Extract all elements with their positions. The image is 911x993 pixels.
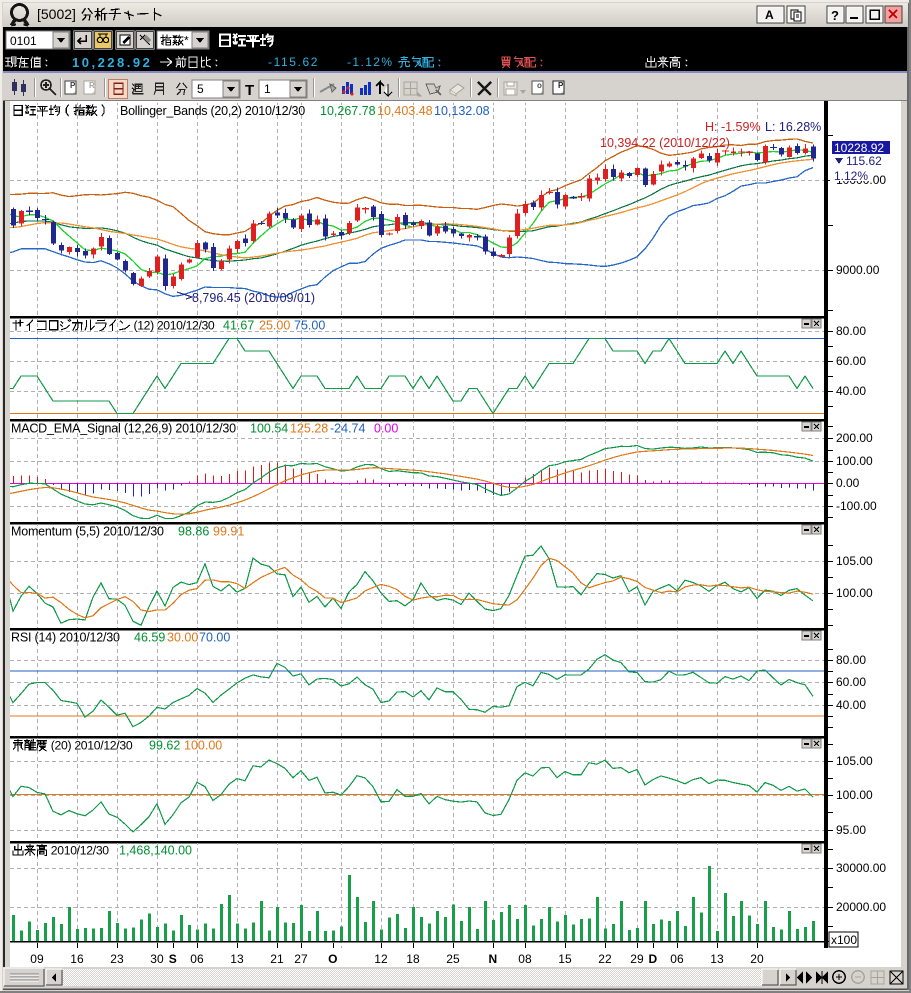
svg-text:21: 21	[270, 952, 284, 966]
svg-text:10,228.92: 10,228.92	[72, 55, 152, 70]
svg-text:H: -1.59%: H: -1.59%	[705, 120, 761, 134]
svg-text:80.00: 80.00	[836, 324, 866, 338]
svg-text:25.00: 25.00	[259, 319, 290, 333]
svg-text:40.00: 40.00	[836, 384, 866, 398]
svg-text:2010/12/30: 2010/12/30	[48, 844, 110, 858]
svg-text:09: 09	[30, 952, 44, 966]
svg-text:06: 06	[670, 952, 684, 966]
svg-text:Bollinger_Bands (20,2) 2010/12: Bollinger_Bands (20,2) 2010/12/30	[120, 104, 305, 118]
svg-text:16: 16	[70, 952, 84, 966]
svg-text:10,267.78: 10,267.78	[320, 104, 376, 118]
svg-text:0101: 0101	[10, 34, 37, 48]
svg-text:8,796.45 (2010/09/01): 8,796.45 (2010/09/01)	[192, 291, 315, 305]
svg-text:60.00: 60.00	[836, 675, 866, 689]
svg-text:100.00: 100.00	[836, 788, 873, 802]
svg-text:100.00: 100.00	[836, 454, 873, 468]
svg-text:-1.12%: -1.12%	[347, 55, 393, 69]
svg-text:98.86: 98.86	[178, 525, 209, 539]
svg-text:30000.00: 30000.00	[836, 861, 886, 875]
svg-text:23: 23	[110, 952, 124, 966]
svg-text:5: 5	[197, 82, 204, 96]
svg-text:10,394.22 (2010/12/22): 10,394.22 (2010/12/22)	[600, 136, 730, 150]
svg-text:[5002]: [5002]	[37, 6, 80, 22]
svg-text:N: N	[489, 952, 498, 966]
svg-text:100.00: 100.00	[184, 739, 222, 753]
svg-text:15: 15	[558, 952, 572, 966]
svg-text:95.00: 95.00	[836, 823, 866, 837]
svg-text:9000.00: 9000.00	[836, 263, 880, 277]
svg-text:-24.74: -24.74	[330, 422, 365, 436]
svg-text:-115.62: -115.62	[268, 55, 319, 69]
svg-text:-100.00: -100.00	[836, 499, 877, 513]
svg-text:30.00: 30.00	[167, 631, 198, 645]
svg-text:(12) 2010/12/30: (12) 2010/12/30	[131, 319, 215, 333]
svg-text:46.59: 46.59	[134, 631, 165, 645]
svg-text:1,468,140.00: 1,468,140.00	[119, 844, 192, 858]
svg-text:Momentum (5,5) 2010/12/30: Momentum (5,5) 2010/12/30	[11, 525, 164, 539]
svg-text:S: S	[169, 952, 177, 966]
svg-text:D: D	[649, 952, 658, 966]
svg-text:*: *	[184, 33, 189, 47]
svg-text:10,132.08: 10,132.08	[434, 104, 490, 118]
svg-text:25: 25	[446, 952, 460, 966]
svg-text:100.54: 100.54	[250, 422, 288, 436]
svg-text:125.28: 125.28	[290, 422, 328, 436]
svg-text:10228.92: 10228.92	[834, 141, 884, 155]
svg-text:x100: x100	[831, 933, 857, 947]
svg-text:41.67: 41.67	[223, 319, 254, 333]
svg-text:A: A	[765, 8, 774, 22]
svg-text:30: 30	[150, 952, 164, 966]
svg-text:13: 13	[230, 952, 244, 966]
svg-text:100.00: 100.00	[836, 586, 873, 600]
svg-text:99.62: 99.62	[149, 739, 180, 753]
svg-text:T: T	[245, 82, 254, 99]
svg-text:99.91: 99.91	[213, 525, 244, 539]
svg-text:18: 18	[406, 952, 420, 966]
svg-text:R: R	[89, 81, 95, 90]
svg-text:13: 13	[710, 952, 724, 966]
svg-text:RSI (14) 2010/12/30: RSI (14) 2010/12/30	[11, 631, 120, 645]
svg-text:0.00: 0.00	[374, 422, 398, 436]
svg-text:75.00: 75.00	[294, 319, 325, 333]
svg-text:20: 20	[750, 952, 764, 966]
svg-text:20000.00: 20000.00	[836, 900, 886, 914]
svg-text:105.00: 105.00	[836, 754, 873, 768]
svg-text:P: P	[70, 81, 76, 90]
svg-text:40.00: 40.00	[836, 698, 866, 712]
svg-text:o: o	[537, 81, 542, 90]
svg-text:29: 29	[630, 952, 644, 966]
svg-text:06: 06	[190, 952, 204, 966]
svg-text:12: 12	[374, 952, 388, 966]
svg-text:22: 22	[598, 952, 612, 966]
svg-text:0.00: 0.00	[836, 476, 860, 490]
svg-text:200.00: 200.00	[836, 431, 873, 445]
svg-text:L: 16.28%: L: 16.28%	[765, 120, 821, 134]
svg-text:(20) 2010/12/30: (20) 2010/12/30	[48, 739, 133, 753]
svg-text:10,403.48: 10,403.48	[377, 104, 433, 118]
svg-text:MACD_EMA_Signal (12,26,9) 2010: MACD_EMA_Signal (12,26,9) 2010/12/30	[11, 422, 236, 436]
svg-text:60.00: 60.00	[836, 354, 866, 368]
svg-text:27: 27	[294, 952, 308, 966]
svg-text:1.12%: 1.12%	[834, 169, 868, 183]
svg-text:08: 08	[518, 952, 532, 966]
svg-text:80.00: 80.00	[836, 653, 866, 667]
svg-text:115.62: 115.62	[846, 154, 882, 168]
svg-text:O: O	[328, 952, 337, 966]
svg-text:105.00: 105.00	[836, 554, 873, 568]
svg-text:70.00: 70.00	[199, 631, 230, 645]
svg-text:1: 1	[264, 82, 271, 96]
svg-text:?: ?	[831, 8, 839, 23]
svg-text:P: P	[558, 81, 564, 90]
